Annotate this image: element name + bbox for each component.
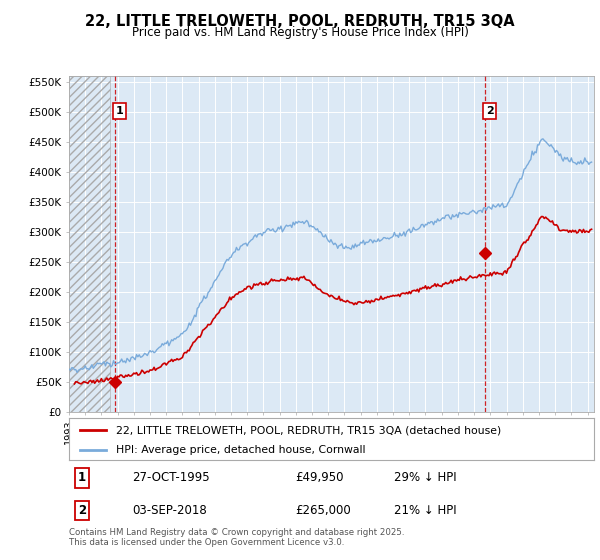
Text: 03-SEP-2018: 03-SEP-2018	[132, 504, 207, 517]
Text: 2: 2	[78, 504, 86, 517]
Text: 1: 1	[78, 471, 86, 484]
Text: 29% ↓ HPI: 29% ↓ HPI	[395, 471, 457, 484]
Text: HPI: Average price, detached house, Cornwall: HPI: Average price, detached house, Corn…	[116, 445, 366, 455]
Text: 2: 2	[486, 106, 494, 116]
Text: 21% ↓ HPI: 21% ↓ HPI	[395, 504, 457, 517]
Text: Contains HM Land Registry data © Crown copyright and database right 2025.
This d: Contains HM Land Registry data © Crown c…	[69, 528, 404, 547]
Text: Price paid vs. HM Land Registry's House Price Index (HPI): Price paid vs. HM Land Registry's House …	[131, 26, 469, 39]
Text: 22, LITTLE TRELOWETH, POOL, REDRUTH, TR15 3QA (detached house): 22, LITTLE TRELOWETH, POOL, REDRUTH, TR1…	[116, 425, 502, 435]
Text: £265,000: £265,000	[295, 504, 350, 517]
Text: 22, LITTLE TRELOWETH, POOL, REDRUTH, TR15 3QA: 22, LITTLE TRELOWETH, POOL, REDRUTH, TR1…	[85, 14, 515, 29]
Text: 1: 1	[116, 106, 124, 116]
Text: 27-OCT-1995: 27-OCT-1995	[132, 471, 209, 484]
Text: £49,950: £49,950	[295, 471, 343, 484]
